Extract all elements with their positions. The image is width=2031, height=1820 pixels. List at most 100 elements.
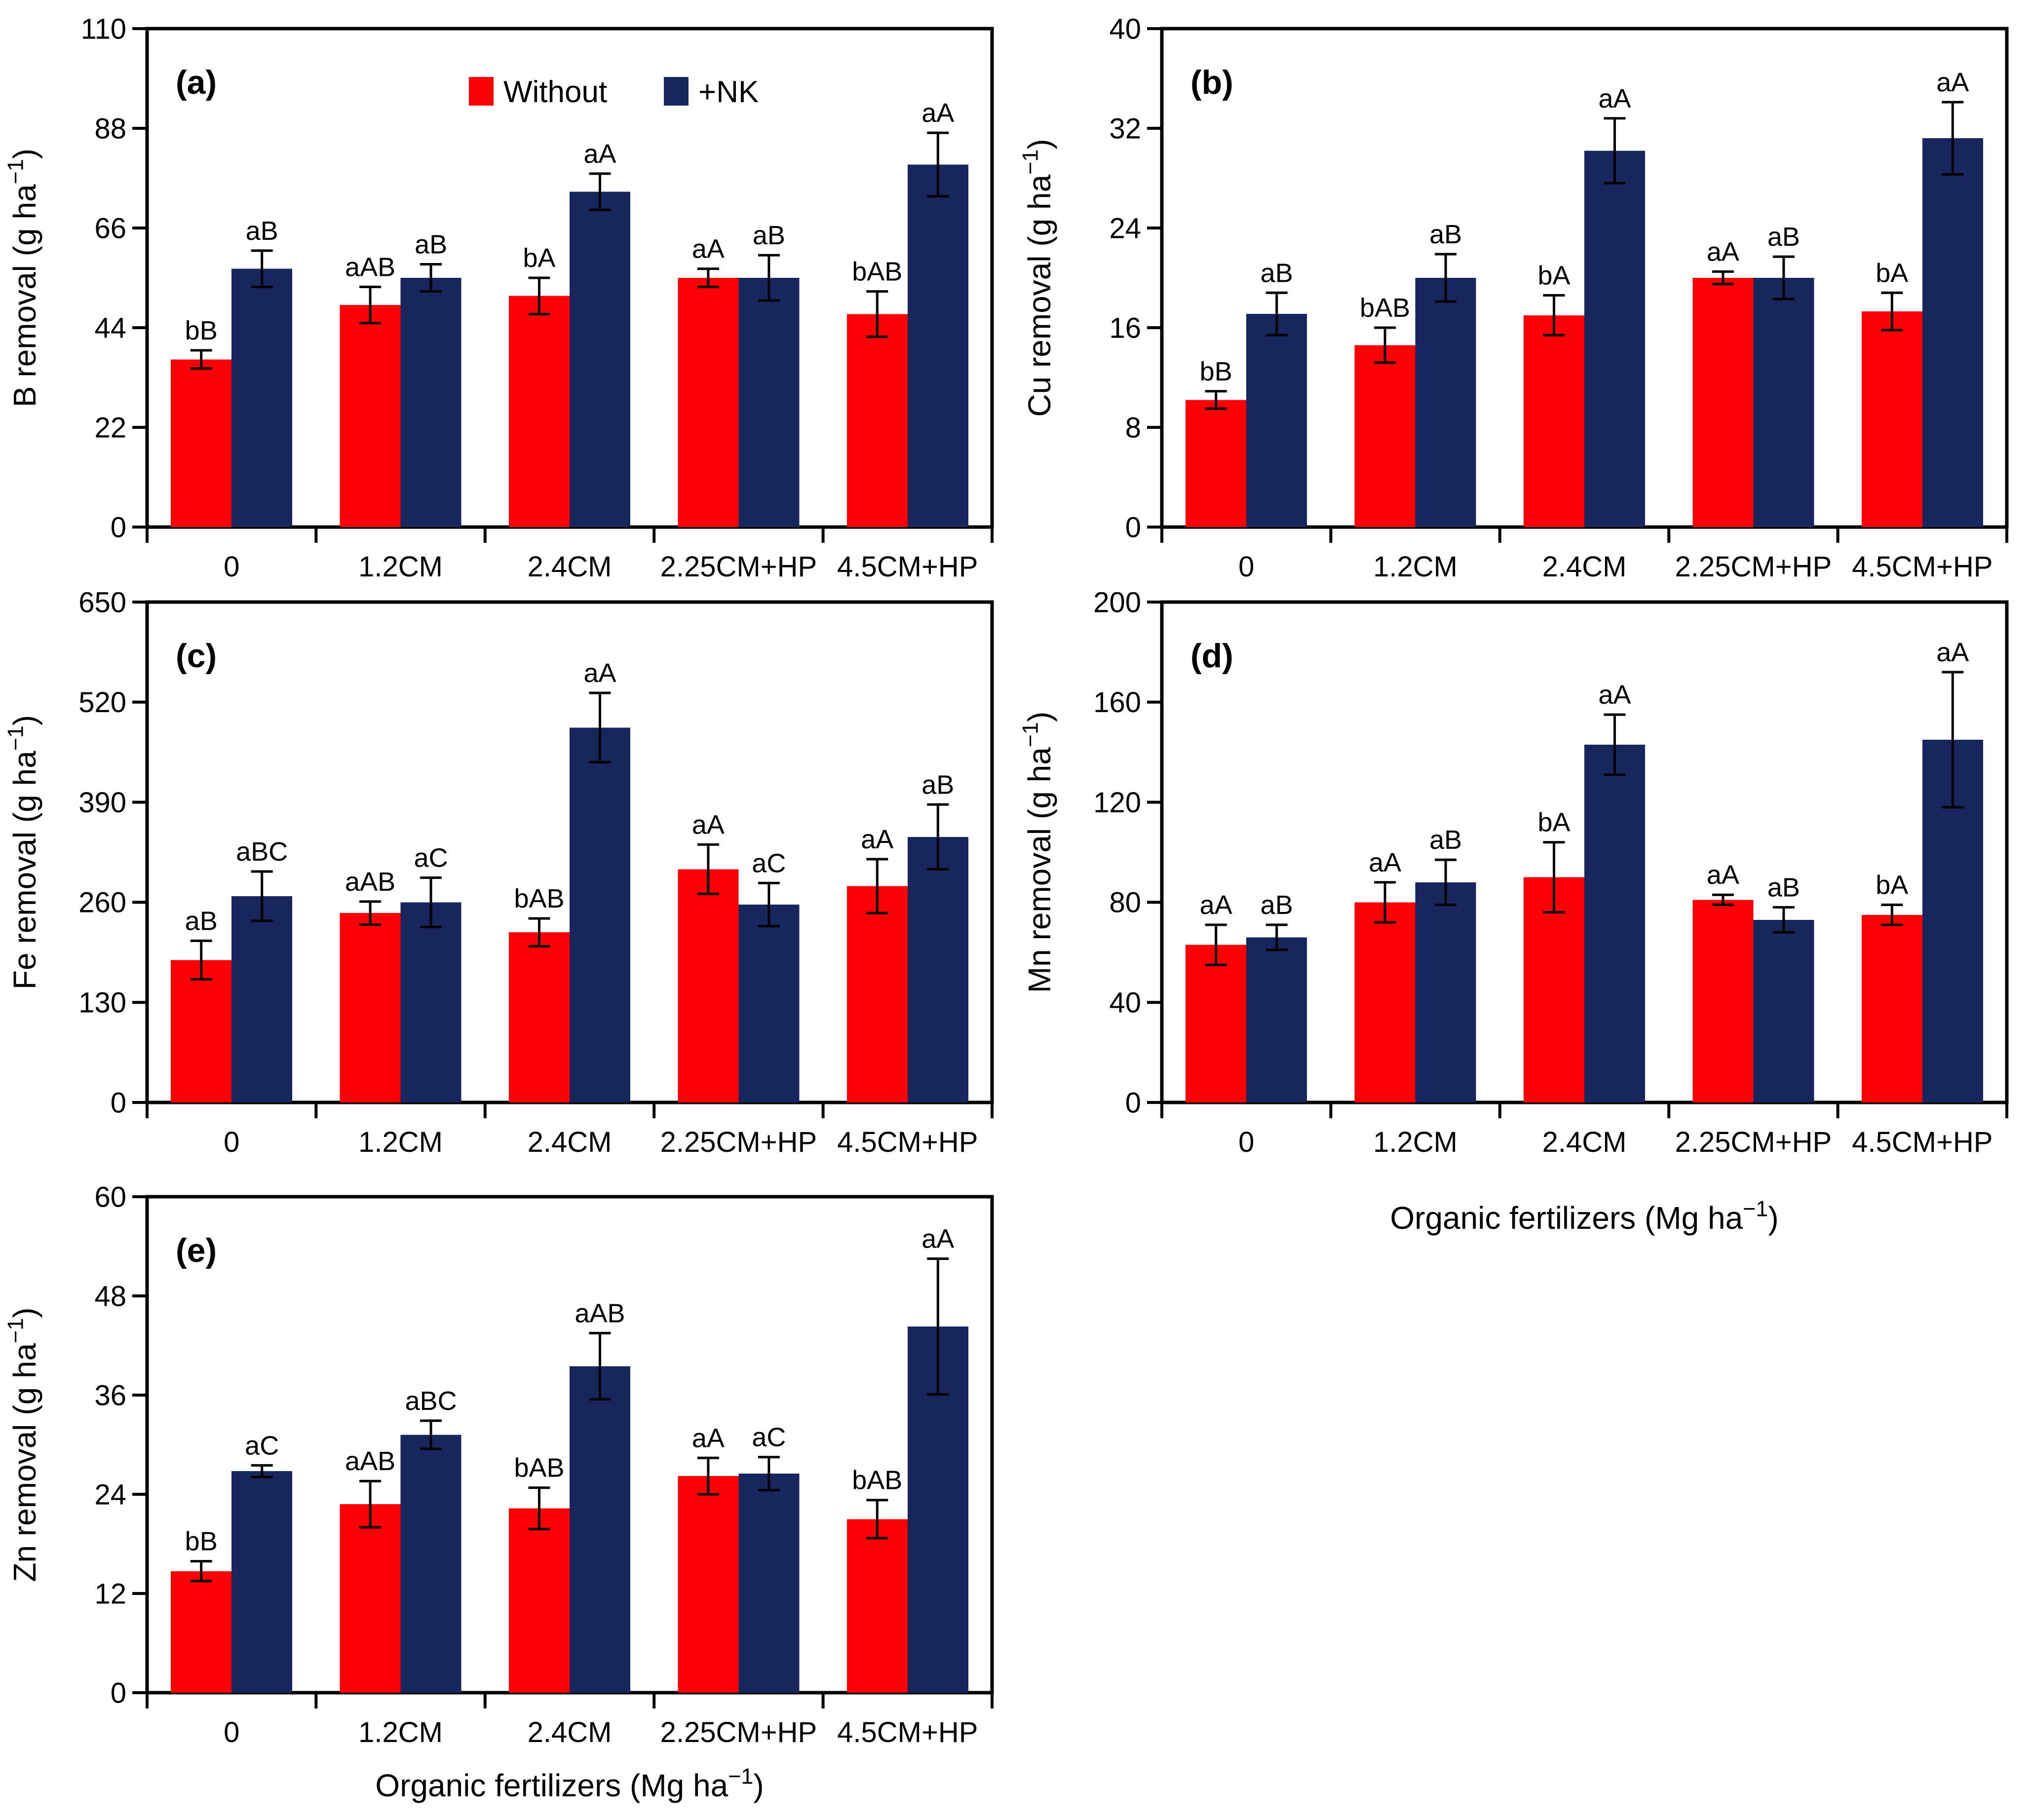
sig-label-without-0: aB: [185, 906, 218, 936]
sig-label-without-0: bB: [185, 1527, 218, 1556]
bar-without-2.4CM: [509, 1508, 570, 1693]
y-tick-label-200: 200: [1093, 592, 1141, 618]
sig-label-nk-4.5CM+HP: aA: [1936, 68, 1969, 97]
x-tick-label-1.2CM: 1.2CM: [1373, 1126, 1457, 1158]
x-tick-label-0: 0: [224, 551, 239, 583]
bar-nk-0: [231, 268, 293, 527]
sig-label-without-2.4CM: bA: [1537, 261, 1570, 290]
bar-without-2.25CM+HP: [678, 278, 739, 527]
sig-label-nk-0: aBC: [236, 837, 288, 867]
x-tick-label-2.4CM: 2.4CM: [1542, 1126, 1627, 1158]
x-tick-label-1.2CM: 1.2CM: [1373, 551, 1457, 583]
bar-without-0: [1186, 400, 1247, 527]
bar-nk-4.5CM+HP: [1922, 138, 1983, 527]
panel-e: 0 12 24 36 48 60 0 1.2CM 2.4CM 2.25CM+HP 4.5CM+HP b…: [0, 1181, 1017, 1820]
chart-c: 0 130 260 390 520 650 0 1.2CM 2.4CM 2.25CM+HP 4.5C…: [3, 586, 994, 1158]
panel-letter-d: (d): [1190, 637, 1233, 675]
panel-letter-a: (a): [176, 64, 217, 101]
legend-label-nk: +NK: [698, 75, 759, 109]
sig-label-without-4.5CM+HP: bA: [1876, 870, 1908, 900]
sig-label-nk-1.2CM: aB: [1429, 220, 1462, 249]
bar-without-2.25CM+HP: [1692, 278, 1754, 527]
x-tick-label-2.25CM+HP: 2.25CM+HP: [1675, 551, 1832, 583]
x-tick-label-4.5CM+HP: 4.5CM+HP: [837, 1716, 978, 1748]
x-tick-label-2.4CM: 2.4CM: [528, 1716, 612, 1748]
bar-without-1.2CM: [340, 913, 401, 1102]
sig-label-nk-1.2CM: aB: [1429, 825, 1462, 855]
legend-label-without: Without: [503, 75, 607, 109]
bar-without-1.2CM: [340, 1504, 401, 1693]
bar-nk-2.25CM+HP: [738, 278, 800, 527]
y-tick-label-160: 160: [1093, 686, 1141, 719]
sig-label-nk-2.25CM+HP: aB: [753, 221, 785, 250]
bar-nk-2.25CM+HP: [1753, 278, 1814, 527]
bar-nk-0: [1246, 314, 1307, 527]
y-tick-label-0: 0: [111, 511, 126, 543]
sig-label-without-2.25CM+HP: aA: [1707, 237, 1739, 266]
x-tick-label-4.5CM+HP: 4.5CM+HP: [1852, 1126, 1993, 1158]
x-tick-label-2.4CM: 2.4CM: [1542, 551, 1627, 583]
bar-without-2.25CM+HP: [678, 1476, 739, 1693]
legend-swatch-without: [469, 77, 494, 106]
x-tick-label-4.5CM+HP: 4.5CM+HP: [1852, 551, 1993, 583]
sig-label-without-2.4CM: bAB: [514, 884, 564, 913]
sig-label-without-1.2CM: aA: [1369, 848, 1401, 877]
sig-label-nk-2.4CM: aA: [583, 139, 616, 169]
y-tick-label-22: 22: [94, 412, 126, 444]
sig-label-nk-0: aB: [246, 216, 278, 246]
sig-label-nk-4.5CM+HP: aA: [1936, 638, 1969, 667]
bar-nk-0: [1246, 937, 1307, 1102]
y-tick-label-36: 36: [94, 1379, 126, 1411]
x-tick-label-2.25CM+HP: 2.25CM+HP: [660, 1716, 817, 1748]
y-tick-label-40: 40: [1109, 987, 1141, 1019]
sig-label-nk-1.2CM: aC: [414, 843, 448, 872]
bar-without-4.5CM+HP: [1861, 914, 1922, 1102]
sig-label-without-1.2CM: aAB: [345, 252, 395, 282]
y-tick-label-8: 8: [1125, 412, 1141, 444]
x-tick-label-2.4CM: 2.4CM: [528, 551, 612, 583]
sig-label-nk-0: aB: [1261, 890, 1293, 920]
sig-label-nk-2.25CM+HP: aC: [752, 848, 786, 878]
sig-label-without-0: bB: [1200, 357, 1232, 386]
bar-without-0: [171, 359, 232, 527]
y-tick-label-16: 16: [1109, 312, 1141, 344]
panel-b: 0 8 16 24 32 40 0 1.2CM 2.4CM 2.25CM+HP 4.5CM+HP bB…: [1015, 0, 2031, 595]
y-tick-label-110: 110: [81, 13, 126, 45]
x-axis-title-d: Organic fertilizers (Mg ha−1): [1390, 1196, 1778, 1236]
y-tick-label-0: 0: [1125, 1087, 1141, 1119]
sig-label-without-4.5CM+HP: bAB: [852, 257, 902, 287]
sig-label-nk-4.5CM+HP: aA: [921, 1224, 954, 1254]
panel-a: 0 22 44 66 88 110 0 1.2CM 2.4CM 2.25CM+HP 4.5CM+HP…: [0, 0, 1017, 595]
bar-without-0: [171, 1571, 232, 1693]
sig-label-without-1.2CM: aAB: [345, 1446, 395, 1476]
y-tick-label-48: 48: [94, 1280, 126, 1312]
sig-label-without-2.25CM+HP: aA: [692, 234, 725, 264]
sig-label-without-0: bB: [185, 316, 218, 345]
y-tick-label-390: 390: [78, 787, 126, 819]
bar-without-2.4CM: [509, 296, 570, 527]
x-axis-title-e: Organic fertilizers (Mg ha−1): [375, 1764, 764, 1803]
sig-label-without-4.5CM+HP: bAB: [852, 1466, 902, 1495]
x-tick-label-1.2CM: 1.2CM: [358, 551, 443, 583]
sig-label-nk-2.4CM: aA: [583, 658, 616, 688]
y-tick-label-0: 0: [111, 1087, 126, 1119]
sig-label-without-2.4CM: bA: [523, 243, 555, 273]
sig-label-without-0: aA: [1200, 890, 1232, 920]
sig-label-nk-1.2CM: aBC: [405, 1386, 457, 1416]
x-tick-label-0: 0: [224, 1126, 239, 1158]
y-tick-label-260: 260: [78, 887, 126, 919]
bar-without-1.2CM: [340, 305, 401, 527]
y-tick-label-80: 80: [1109, 887, 1141, 919]
sig-label-nk-2.25CM+HP: aC: [752, 1423, 786, 1452]
sig-label-without-4.5CM+HP: bA: [1876, 258, 1908, 288]
bar-without-4.5CM+HP: [846, 886, 908, 1102]
bar-nk-2.4CM: [1584, 744, 1645, 1102]
sig-label-nk-2.25CM+HP: aB: [1767, 222, 1800, 252]
x-tick-label-2.4CM: 2.4CM: [528, 1126, 612, 1158]
sig-label-without-2.4CM: bAB: [514, 1453, 564, 1483]
chart-b: 0 8 16 24 32 40 0 1.2CM 2.4CM 2.25CM+HP 4.5CM+HP bB…: [1018, 13, 2009, 583]
sig-label-without-1.2CM: aAB: [345, 867, 395, 897]
chart-d: 0 40 80 120 160 200 0 1.2CM 2.4CM 2.25CM+HP 4.5CM+…: [1018, 586, 2009, 1236]
y-tick-label-0: 0: [111, 1677, 126, 1709]
y-tick-label-60: 60: [94, 1184, 126, 1213]
